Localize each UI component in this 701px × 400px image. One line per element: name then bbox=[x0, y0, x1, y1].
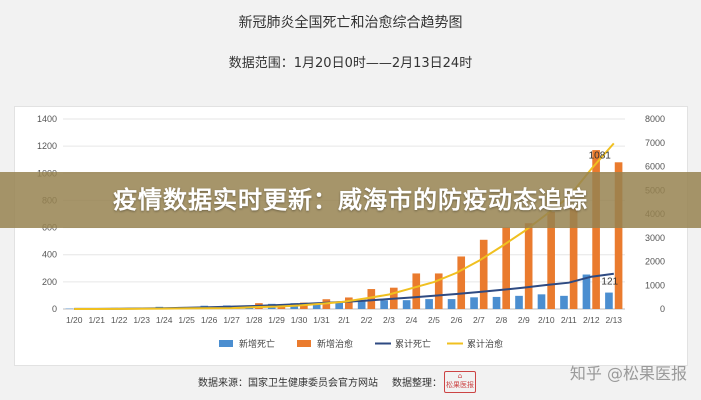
x-tick-label: 2/12 bbox=[583, 315, 600, 325]
compiler-label: 数据整理： bbox=[392, 378, 442, 389]
x-tick-label: 1/21 bbox=[88, 315, 105, 325]
legend-swatch bbox=[219, 340, 233, 347]
x-tick-label: 2/2 bbox=[361, 315, 373, 325]
bar-new-deaths bbox=[492, 296, 501, 309]
x-tick-label: 2/1 bbox=[338, 315, 350, 325]
legend-label: 累计死亡 bbox=[395, 338, 431, 349]
data-range-text: 数据范围：1月20日0时——2月13日24时 bbox=[228, 56, 473, 71]
left-tick-label: 1200 bbox=[37, 141, 57, 151]
bar-new-cured bbox=[614, 162, 623, 309]
x-tick-label: 1/30 bbox=[291, 315, 308, 325]
x-tick-label: 1/26 bbox=[201, 315, 218, 325]
x-tick-label: 2/6 bbox=[450, 315, 462, 325]
x-tick-label: 2/7 bbox=[473, 315, 485, 325]
logo-pot-icon: ⌂ bbox=[457, 372, 463, 380]
bar-new-cured bbox=[547, 211, 555, 309]
right-tick-label: 3000 bbox=[645, 233, 665, 243]
left-tick-label: 0 bbox=[52, 304, 57, 314]
bar-new-deaths bbox=[582, 274, 591, 309]
bar-new-cured bbox=[367, 289, 376, 309]
bar-new-cured bbox=[434, 273, 443, 309]
right-tick-label: 7000 bbox=[645, 138, 665, 148]
x-tick-label: 1/22 bbox=[111, 315, 128, 325]
banner-headline: 疫情数据实时更新：威海市的防疫动态追踪 bbox=[113, 186, 588, 214]
right-tick-label: 1000 bbox=[645, 280, 665, 290]
data-label: 121 bbox=[601, 277, 618, 288]
x-tick-label: 1/24 bbox=[156, 315, 173, 325]
legend-label: 新增治愈 bbox=[317, 338, 353, 349]
bar-new-deaths bbox=[605, 292, 613, 309]
title-banner bbox=[0, 172, 701, 228]
legend-label: 累计治愈 bbox=[467, 338, 503, 349]
left-tick-label: 400 bbox=[42, 250, 57, 260]
right-tick-label: 0 bbox=[660, 304, 665, 314]
right-tick-label: 8000 bbox=[645, 114, 665, 124]
left-tick-label: 200 bbox=[42, 277, 57, 287]
bar-new-deaths bbox=[425, 299, 433, 309]
x-tick-label: 2/5 bbox=[428, 315, 440, 325]
bar-new-cured bbox=[592, 150, 600, 309]
line-total-deaths bbox=[74, 272, 614, 310]
bar-new-cured bbox=[502, 227, 511, 309]
data-label: 1081 bbox=[589, 150, 612, 161]
bar-new-cured bbox=[345, 297, 353, 309]
x-tick-label: 1/29 bbox=[268, 315, 285, 325]
x-tick-label: 1/20 bbox=[66, 315, 83, 325]
right-tick-label: 2000 bbox=[645, 257, 665, 267]
x-tick-label: 2/13 bbox=[605, 315, 622, 325]
x-tick-label: 1/31 bbox=[313, 315, 330, 325]
x-tick-label: 2/10 bbox=[538, 315, 555, 325]
legend-label: 新增死亡 bbox=[239, 338, 275, 349]
zhihu-watermark: 知乎 @松果医报 bbox=[569, 364, 687, 383]
x-tick-label: 2/9 bbox=[518, 315, 530, 325]
bar-new-cured bbox=[479, 239, 488, 309]
x-tick-label: 2/3 bbox=[383, 315, 395, 325]
chart-title: 新冠肺炎全国死亡和治愈综合趋势图 bbox=[238, 15, 463, 31]
logo-text: 松果医报 bbox=[446, 381, 474, 389]
x-tick-label: 1/25 bbox=[178, 315, 195, 325]
bar-new-deaths bbox=[515, 295, 523, 309]
songguo-logo: ⌂ 松果医报 bbox=[444, 371, 476, 393]
line-total-cured bbox=[74, 142, 615, 310]
bar-new-deaths bbox=[335, 302, 343, 309]
bar-new-deaths bbox=[357, 301, 366, 309]
bar-new-cured bbox=[569, 208, 578, 309]
right-tick-label: 6000 bbox=[645, 162, 665, 172]
x-tick-label: 1/27 bbox=[223, 315, 240, 325]
bar-new-cured bbox=[457, 256, 466, 309]
bar-new-deaths bbox=[537, 294, 546, 309]
x-tick-label: 1/28 bbox=[246, 315, 263, 325]
trend-chart: 0200400600800100012001400010002000300040… bbox=[37, 114, 665, 349]
bar-new-deaths bbox=[380, 300, 388, 309]
x-tick-label: 2/4 bbox=[406, 315, 418, 325]
left-tick-label: 1400 bbox=[37, 114, 57, 124]
bar-new-cured bbox=[412, 273, 421, 309]
x-tick-label: 2/11 bbox=[561, 315, 577, 325]
bar-new-cured bbox=[277, 306, 286, 309]
legend-swatch bbox=[297, 340, 311, 347]
bar-new-deaths bbox=[312, 302, 321, 309]
x-tick-label: 2/8 bbox=[495, 315, 507, 325]
bar-new-deaths bbox=[447, 299, 456, 309]
bar-new-deaths bbox=[560, 295, 568, 309]
source-note: 数据来源：国家卫生健康委员会官方网站 bbox=[198, 378, 378, 389]
x-tick-label: 1/23 bbox=[133, 315, 150, 325]
bar-new-deaths bbox=[470, 297, 478, 309]
chart-card: 0200400600800100012001400010002000300040… bbox=[14, 106, 688, 366]
bar-new-cured bbox=[524, 223, 533, 309]
bar-new-deaths bbox=[402, 300, 411, 309]
